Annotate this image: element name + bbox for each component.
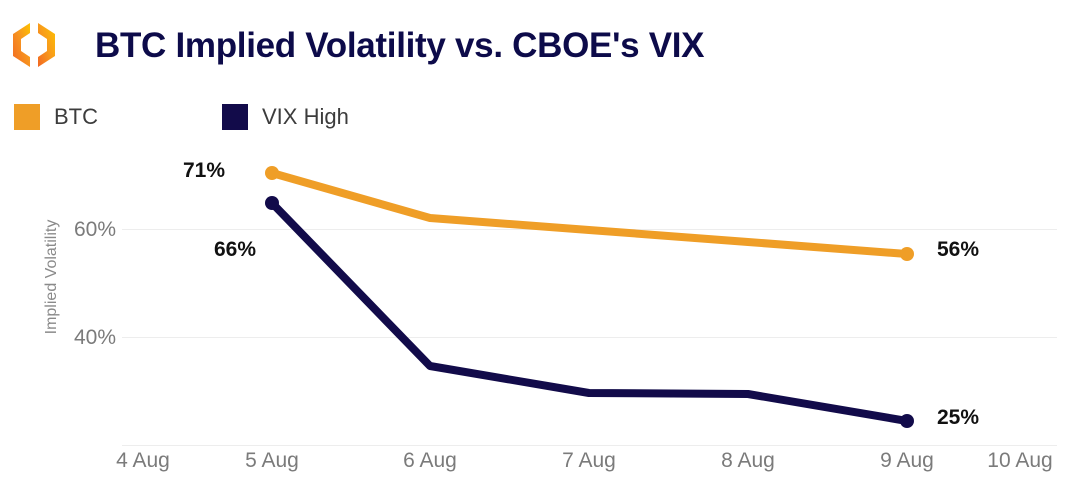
y-axis-tick-label: 60% <box>73 218 116 241</box>
gridline-40 <box>122 337 1057 338</box>
brand-hexagon-logo-icon <box>9 20 59 70</box>
x-axis-tick-label: 5 Aug <box>245 449 299 472</box>
gridline-baseline <box>122 445 1057 446</box>
y-axis-tick-label: 40% <box>73 326 116 349</box>
x-axis-tick-label: 6 Aug <box>403 449 457 472</box>
chart-header: BTC Implied Volatility vs. CBOE's VIX <box>0 0 1072 88</box>
legend-swatch-icon <box>14 104 40 130</box>
series-line-btc <box>268 169 911 258</box>
x-axis-tick-label: 8 Aug <box>721 449 775 472</box>
legend-swatch-icon <box>222 104 248 130</box>
series-marker-btc-start <box>265 166 279 180</box>
x-axis-tick-label: 9 Aug <box>880 449 934 472</box>
chart-legend: BTC VIX High <box>0 102 1072 136</box>
data-label-vix-start: 66% <box>214 238 257 261</box>
x-axis-tick-label: 7 Aug <box>562 449 616 472</box>
legend-item-label: VIX High <box>262 104 349 129</box>
x-axis-tick-label: 4 Aug <box>116 449 170 472</box>
data-label-btc-end: 56% <box>937 238 980 261</box>
page-title: BTC Implied Volatility vs. CBOE's VIX <box>95 25 705 65</box>
series-marker-btc-end <box>900 247 914 261</box>
data-label-vix-end: 25% <box>937 406 980 429</box>
series-marker-vix-start <box>265 196 279 210</box>
data-label-btc-start: 71% <box>183 159 226 182</box>
legend-item-label: BTC <box>54 104 98 129</box>
x-axis-tick-label: 10 Aug <box>987 449 1053 472</box>
series-marker-vix-end <box>900 414 914 428</box>
series-line-vix-high <box>268 199 911 425</box>
legend-item-btc[interactable]: BTC <box>14 102 98 132</box>
legend-item-vix-high[interactable]: VIX High <box>222 102 349 132</box>
